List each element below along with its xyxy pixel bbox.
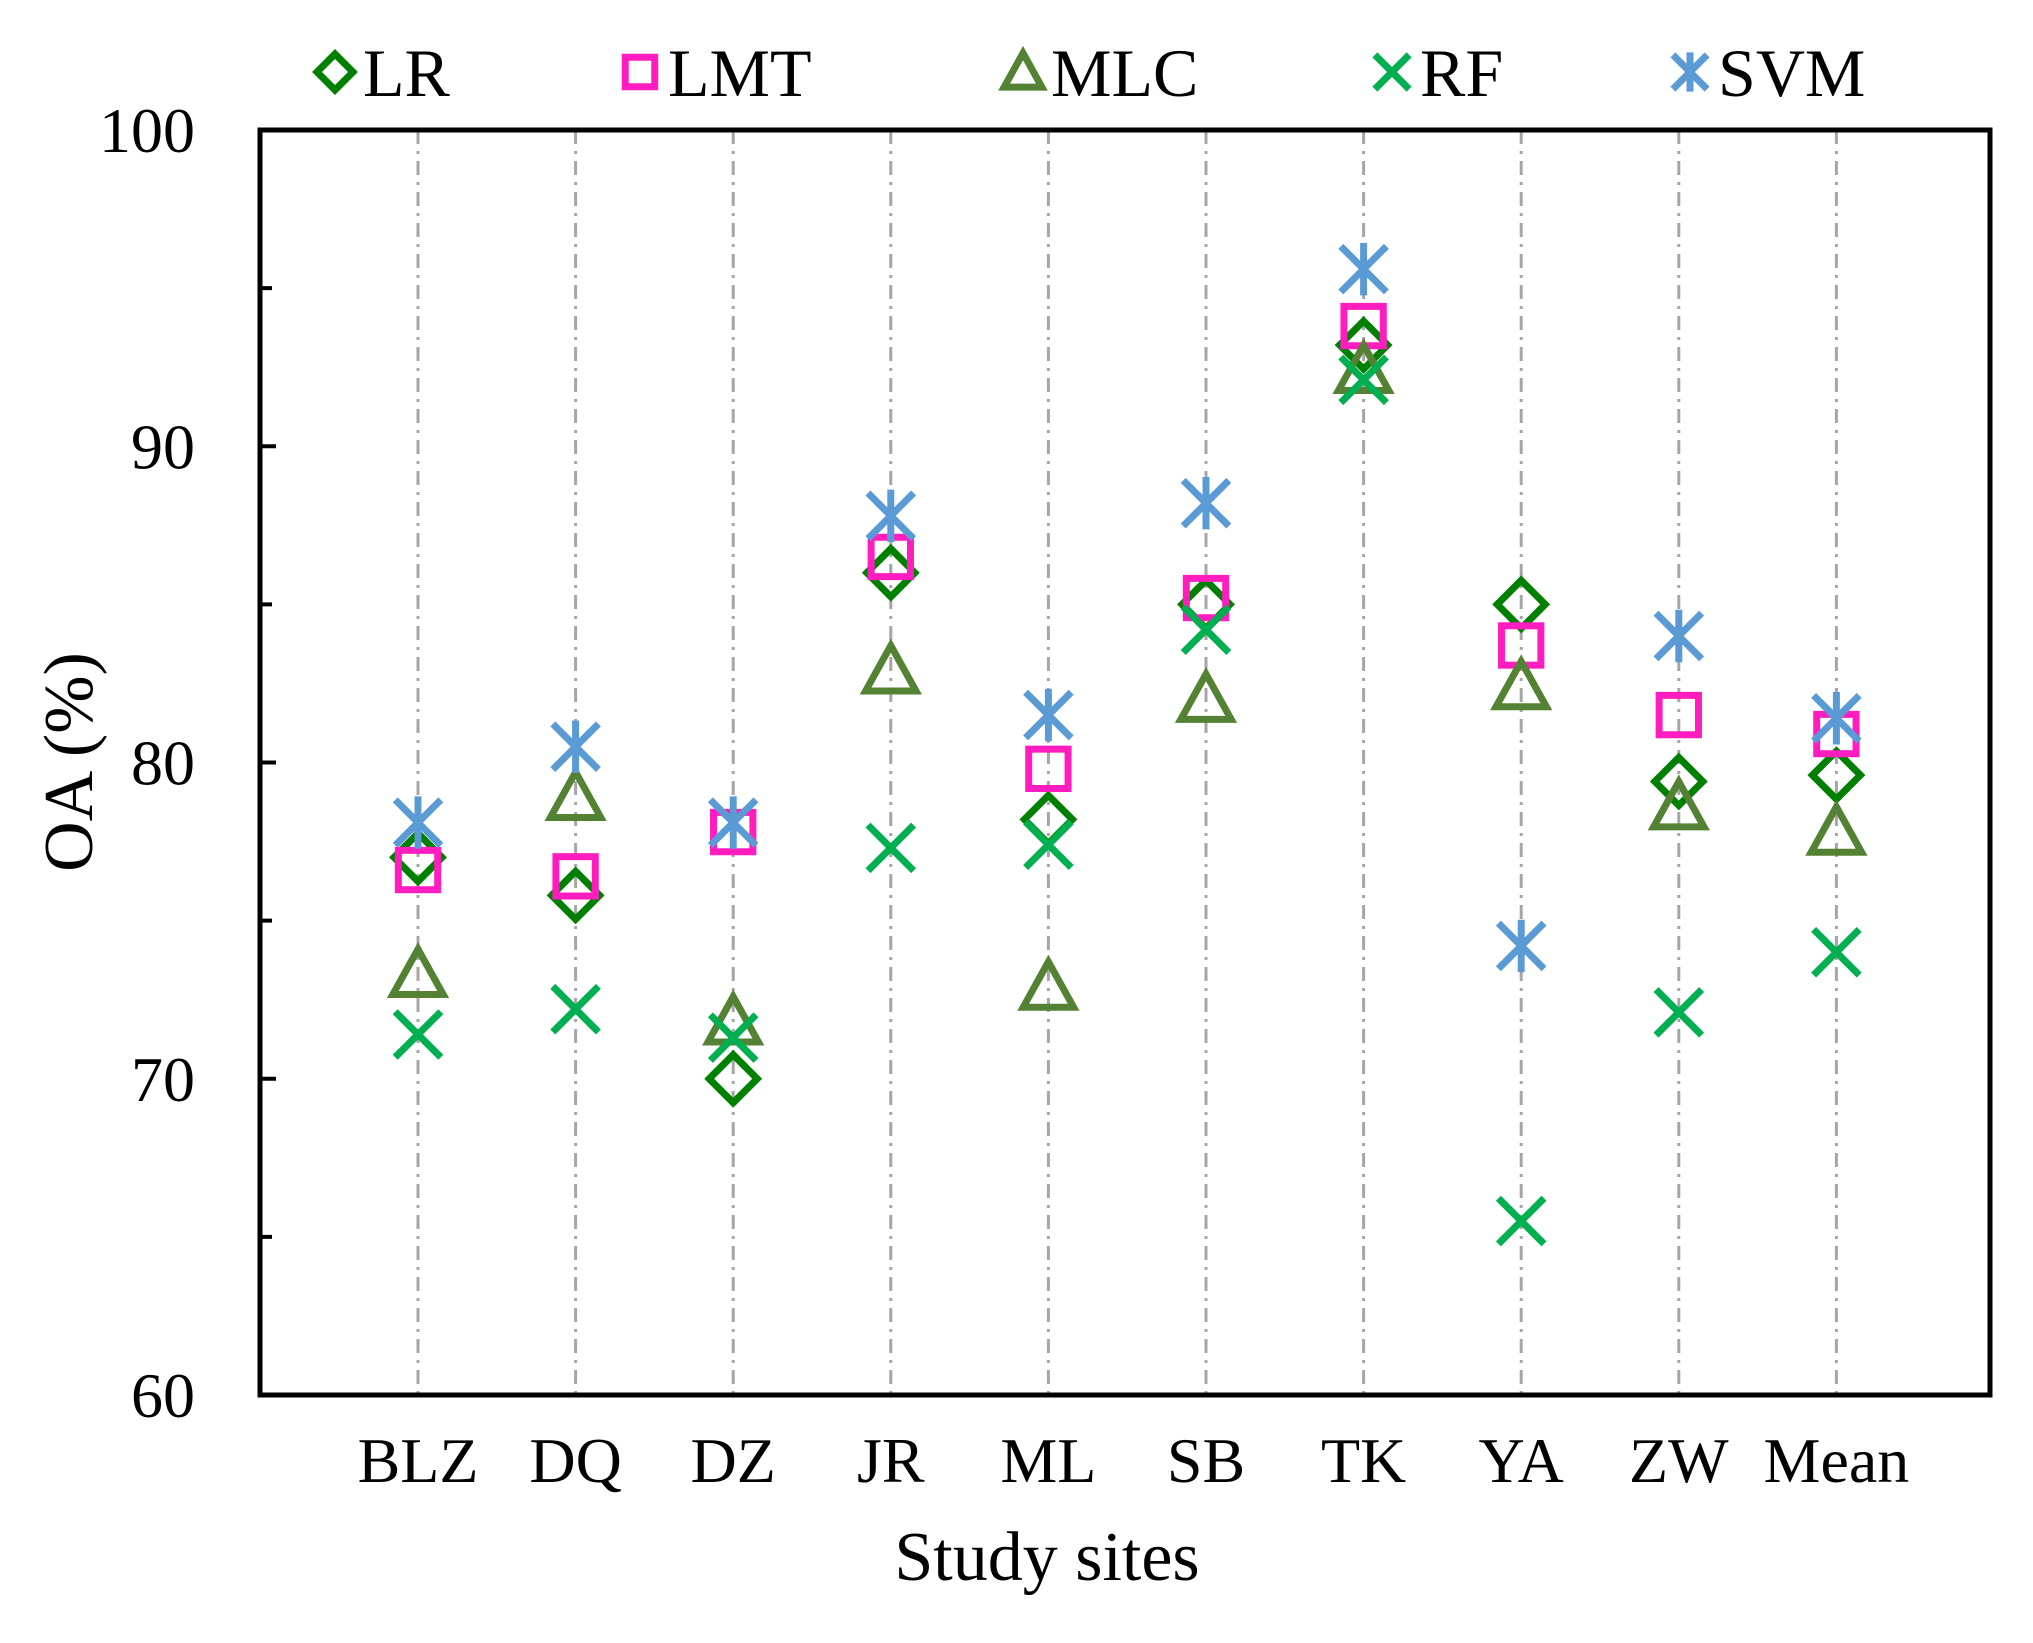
x-tick-label-dz: DZ xyxy=(691,1425,776,1496)
point-svm-tk xyxy=(1338,242,1389,296)
legend-marker-rf xyxy=(1372,52,1412,92)
point-mlc-ml xyxy=(1017,954,1080,1011)
point-rf-jr xyxy=(865,822,917,874)
x-tick-label-dq: DQ xyxy=(529,1425,621,1496)
x-tick-label-blz: BLZ xyxy=(358,1425,479,1496)
legend-label-lmt: LMT xyxy=(668,35,812,111)
data-points xyxy=(386,242,1868,1247)
point-mlc-blz xyxy=(386,941,450,999)
point-lr-dq xyxy=(546,866,605,925)
point-lmt-zw xyxy=(1655,691,1702,739)
legend-marker-svm xyxy=(1670,52,1710,92)
x-tick-label-mean: Mean xyxy=(1764,1425,1910,1496)
point-svm-sb xyxy=(1180,476,1232,530)
legend-item-lmt: LMT xyxy=(621,35,812,111)
point-svm-jr xyxy=(865,489,917,543)
x-axis-label: Study sites xyxy=(894,1519,1199,1596)
legend: LR LMT MLC RF SVM xyxy=(312,35,1865,111)
x-tick-label-ml: ML xyxy=(1000,1425,1096,1496)
legend-item-mlc: MLC xyxy=(998,35,1198,111)
point-lr-zw xyxy=(1649,752,1708,811)
point-mlc-ya xyxy=(1490,654,1553,711)
point-svm-ml xyxy=(1023,688,1074,742)
legend-marker-mlc xyxy=(998,45,1048,91)
point-svm-mean xyxy=(1811,692,1862,745)
point-mlc-dq xyxy=(544,764,607,821)
point-mlc-jr xyxy=(859,638,922,695)
x-tick-label-tk: TK xyxy=(1321,1425,1406,1496)
point-svm-zw xyxy=(1653,609,1705,663)
point-mlc-sb xyxy=(1174,666,1238,723)
legend-label-svm: SVM xyxy=(1718,35,1865,111)
y-tick-label-80: 80 xyxy=(131,728,195,799)
point-lmt-dq xyxy=(552,853,599,900)
point-lr-dz xyxy=(704,1049,763,1108)
point-rf-dz xyxy=(707,1012,759,1063)
point-rf-sb xyxy=(1180,604,1232,655)
legend-label-rf: RF xyxy=(1420,35,1503,111)
point-lmt-blz xyxy=(394,846,442,894)
point-svm-blz xyxy=(392,796,444,849)
point-lr-mean xyxy=(1807,746,1866,805)
legend-label-mlc: MLC xyxy=(1051,35,1198,111)
y-axis: 60 70 80 90 100 xyxy=(99,95,276,1431)
y-tick-label-70: 70 xyxy=(131,1044,195,1115)
x-tick-label-jr: JR xyxy=(857,1425,925,1496)
point-rf-blz xyxy=(392,1009,444,1060)
point-rf-zw xyxy=(1653,987,1705,1038)
point-rf-dq xyxy=(550,983,601,1035)
point-mlc-zw xyxy=(1647,774,1710,831)
point-rf-mean xyxy=(1811,926,1862,978)
point-lr-jr xyxy=(861,543,920,602)
x-tick-label-ya: YA xyxy=(1479,1425,1564,1496)
legend-item-rf: RF xyxy=(1372,35,1503,111)
point-lr-tk xyxy=(1334,316,1393,374)
legend-item-lr: LR xyxy=(312,35,451,111)
point-rf-ya xyxy=(1495,1195,1547,1247)
x-tick-label-sb: SB xyxy=(1167,1425,1245,1496)
legend-item-svm: SVM xyxy=(1670,35,1865,111)
point-svm-ya xyxy=(1495,919,1547,973)
legend-marker-lr xyxy=(312,49,358,95)
point-mlc-mean xyxy=(1805,799,1868,856)
point-rf-tk xyxy=(1338,354,1389,406)
point-svm-dq xyxy=(550,720,601,773)
legend-marker-lmt xyxy=(621,53,659,91)
legend-label-lr: LR xyxy=(363,35,451,111)
point-lmt-sb xyxy=(1182,574,1230,622)
point-rf-ml xyxy=(1023,819,1074,870)
point-svm-dz xyxy=(707,796,759,849)
x-tick-label-zw: ZW xyxy=(1629,1425,1729,1496)
point-lmt-ml xyxy=(1025,745,1072,793)
y-axis-label: OA (%) xyxy=(31,652,108,872)
y-tick-label-90: 90 xyxy=(131,411,195,482)
y-tick-label-100: 100 xyxy=(99,95,195,166)
grid-lines xyxy=(416,130,1838,1395)
y-tick-label-60: 60 xyxy=(131,1360,195,1431)
plot-area-frame xyxy=(257,127,1993,1398)
x-axis: BLZ DQ DZ JR ML SB TK YA ZW Mean xyxy=(358,1425,1910,1496)
